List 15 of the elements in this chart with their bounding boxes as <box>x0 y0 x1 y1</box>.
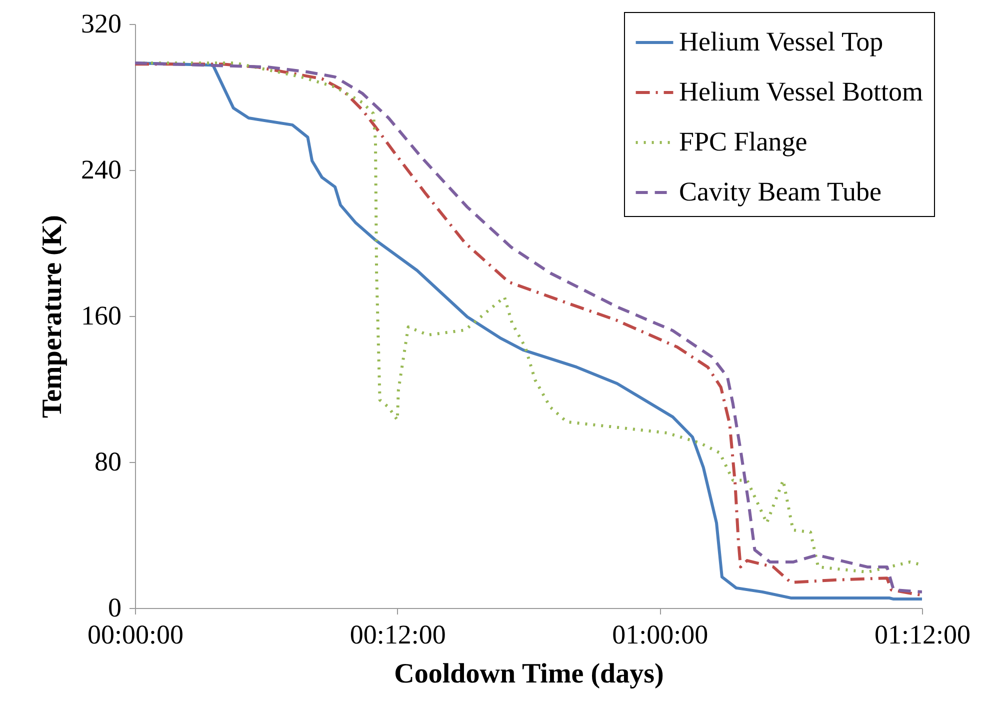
legend-label: Cavity Beam Tube <box>679 176 882 206</box>
x-tick-label: 01:00:00 <box>612 620 708 650</box>
x-tick-label: 00:00:00 <box>87 620 184 650</box>
x-tick-label: 01:12:00 <box>874 620 971 650</box>
x-axis-title: Cooldown Time (days) <box>394 658 664 690</box>
x-tick-label: 00:12:00 <box>350 620 446 650</box>
legend-label: Helium Vessel Top <box>679 26 884 56</box>
y-axis-title: Temperature (K) <box>37 215 68 418</box>
legend-label: Helium Vessel Bottom <box>679 76 924 106</box>
y-tick-label: 240 <box>81 154 122 184</box>
y-tick-label: 160 <box>81 300 122 330</box>
y-tick-label: 0 <box>108 592 122 622</box>
y-tick-label: 80 <box>94 446 122 476</box>
legend-label: FPC Flange <box>679 126 808 156</box>
y-tick-label: 320 <box>81 8 122 38</box>
